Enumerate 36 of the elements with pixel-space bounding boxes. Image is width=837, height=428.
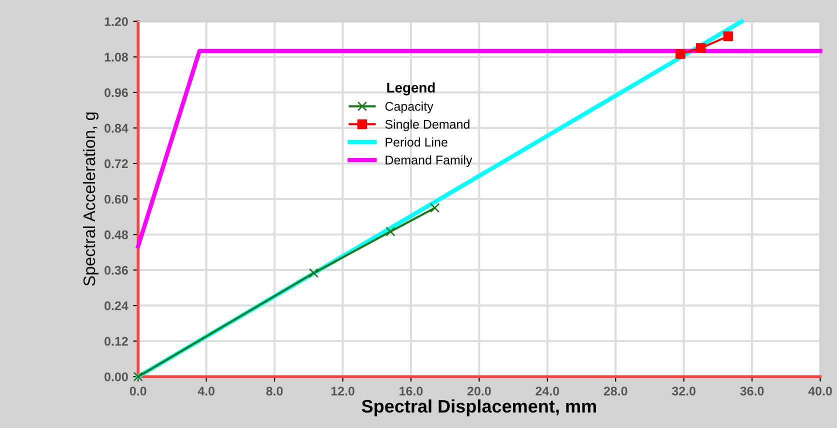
y-tick-label: 0.96 <box>104 88 128 98</box>
legend-label: Period Line <box>386 137 448 147</box>
x-tick-label: 32.0 <box>672 386 696 396</box>
y-tick-label: 0.12 <box>104 336 128 346</box>
x-tick-label: 4.0 <box>198 386 214 396</box>
y-tick-label: 0.72 <box>104 159 128 168</box>
y-tick-label: 0.36 <box>104 266 128 275</box>
x-tick-label: 40.0 <box>808 386 832 396</box>
x-tick-label: 16.0 <box>400 386 423 396</box>
x-tick-label: 24.0 <box>536 386 560 396</box>
x-tick-label: 28.0 <box>604 386 628 396</box>
point <box>308 268 319 278</box>
y-tick-label: 0.48 <box>104 230 128 240</box>
x-tick-label: 36.0 <box>740 386 764 396</box>
point <box>133 372 143 382</box>
point <box>696 43 706 53</box>
legend-label: Capacity <box>385 102 434 114</box>
y-tick-label: 0.60 <box>104 194 128 204</box>
x-tick-label: 12.0 <box>331 386 354 396</box>
legend-label: Demand Family <box>386 155 472 167</box>
x-axis-title: Spectral Displacement, mm <box>362 399 596 416</box>
x-tick-label: 8.0 <box>266 386 283 396</box>
point <box>386 226 396 236</box>
y-axis-title: Spectral Acceleration, g <box>82 112 98 286</box>
x-tick-label: 0.0 <box>130 386 146 396</box>
y-tick-label: 0.00 <box>104 372 128 382</box>
x-tick-label: 20.0 <box>467 386 491 396</box>
point <box>723 31 734 42</box>
legend-label: Single Demand <box>385 120 470 132</box>
y-tick-label: 1.20 <box>104 17 128 26</box>
point <box>430 203 440 213</box>
y-tick-label: 0.24 <box>104 301 128 310</box>
y-tick-label: 1.08 <box>104 52 128 62</box>
point <box>676 49 686 59</box>
legend-title: Legend <box>387 82 435 96</box>
y-tick-label: 0.84 <box>104 124 128 133</box>
